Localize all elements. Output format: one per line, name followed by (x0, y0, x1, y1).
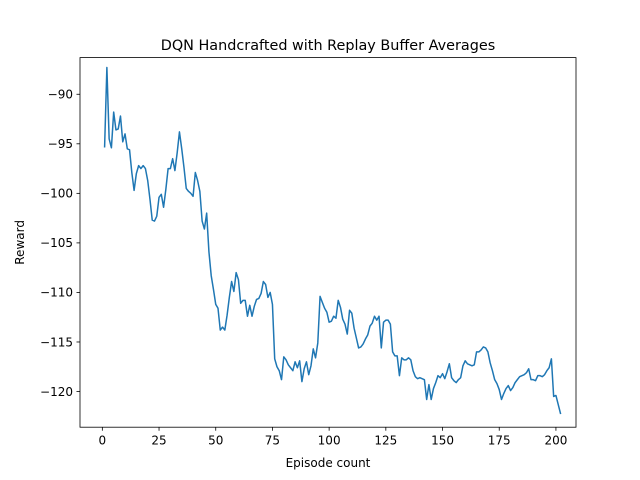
y-tick-label: −105 (40, 236, 73, 250)
x-tick-label: 125 (374, 434, 397, 448)
plot-frame (79, 57, 577, 428)
x-tick-label: 200 (544, 434, 567, 448)
x-tick-label: 50 (208, 434, 223, 448)
x-tick-label: 25 (151, 434, 166, 448)
ticks-layer: 0 25 50 75 100 125 150 175 200 −90 −95 −100 −105 −110… (40, 88, 567, 448)
y-tick-label: −110 (40, 286, 73, 300)
x-tick-label: 75 (265, 434, 280, 448)
y-tick-label: −120 (40, 385, 73, 399)
chart-title: DQN Handcrafted with Replay Buffer Avera… (161, 38, 496, 54)
x-tick-label: 0 (99, 434, 107, 448)
x-axis-label: Episode count (286, 456, 371, 470)
y-tick-label: −115 (40, 335, 73, 349)
y-tick-label: −90 (48, 88, 73, 102)
x-tick-label: 100 (318, 434, 341, 448)
y-tick-label: −95 (48, 137, 73, 151)
x-tick-label: 150 (431, 434, 454, 448)
plot-area (80, 57, 576, 428)
x-tick-label: 175 (488, 434, 511, 448)
y-tick-label: −100 (40, 187, 73, 201)
series-layer (103, 66, 562, 415)
y-axis-label: Reward (13, 220, 27, 265)
series-line-0 (103, 66, 562, 415)
